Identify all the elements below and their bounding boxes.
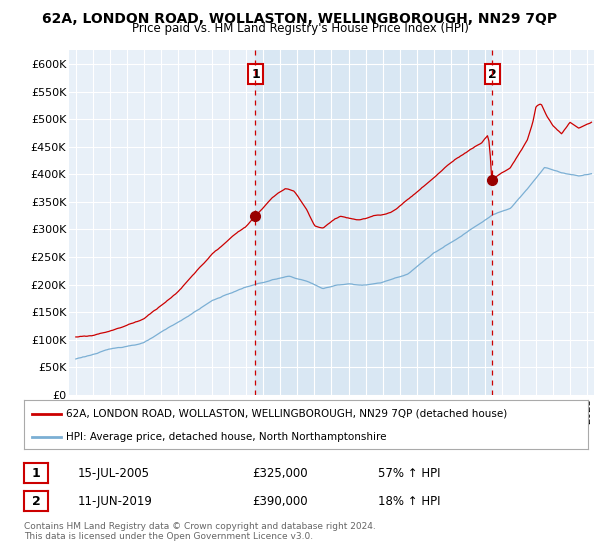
Text: Contains HM Land Registry data © Crown copyright and database right 2024.
This d: Contains HM Land Registry data © Crown c… xyxy=(24,522,376,542)
Text: 57% ↑ HPI: 57% ↑ HPI xyxy=(378,466,440,480)
Text: 2: 2 xyxy=(32,494,40,508)
Text: 2: 2 xyxy=(488,68,497,81)
Bar xyxy=(256,50,493,395)
Text: HPI: Average price, detached house, North Northamptonshire: HPI: Average price, detached house, Nort… xyxy=(66,432,387,442)
Text: 62A, LONDON ROAD, WOLLASTON, WELLINGBOROUGH, NN29 7QP (detached house): 62A, LONDON ROAD, WOLLASTON, WELLINGBORO… xyxy=(66,409,508,419)
Text: 18% ↑ HPI: 18% ↑ HPI xyxy=(378,494,440,508)
Text: 1: 1 xyxy=(251,68,260,81)
Text: Price paid vs. HM Land Registry's House Price Index (HPI): Price paid vs. HM Land Registry's House … xyxy=(131,22,469,35)
Text: £325,000: £325,000 xyxy=(252,466,308,480)
Text: £390,000: £390,000 xyxy=(252,494,308,508)
Text: 1: 1 xyxy=(32,466,40,480)
Text: 15-JUL-2005: 15-JUL-2005 xyxy=(78,466,150,480)
Text: 62A, LONDON ROAD, WOLLASTON, WELLINGBOROUGH, NN29 7QP: 62A, LONDON ROAD, WOLLASTON, WELLINGBORO… xyxy=(43,12,557,26)
Text: 11-JUN-2019: 11-JUN-2019 xyxy=(78,494,153,508)
